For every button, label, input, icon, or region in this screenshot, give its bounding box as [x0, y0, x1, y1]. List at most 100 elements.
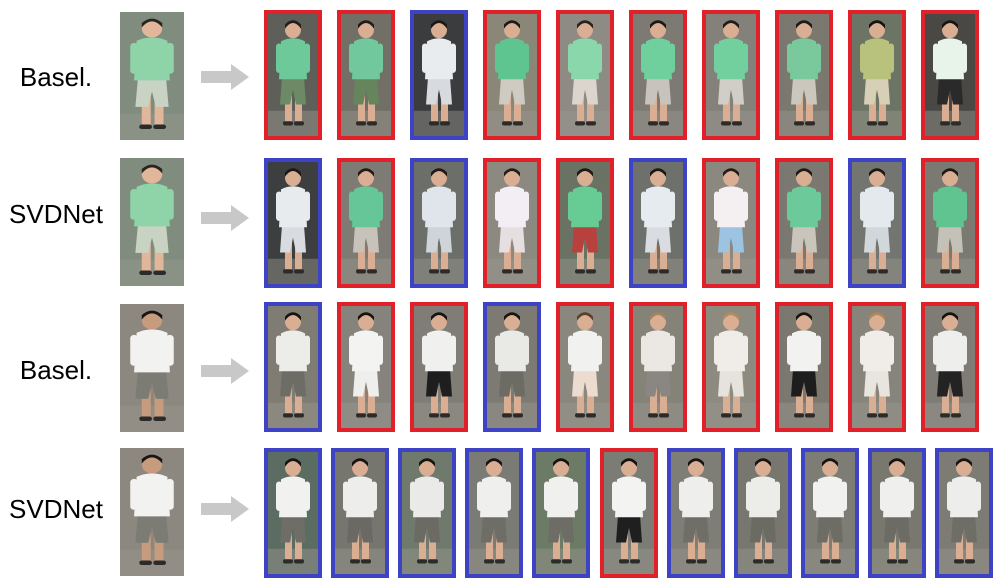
result-correct-match [264, 302, 322, 432]
pedestrian-image [560, 306, 610, 428]
result-wrong-match [556, 158, 614, 288]
result-wrong-match [337, 158, 395, 288]
pedestrian-image [268, 452, 318, 574]
result-correct-match [868, 448, 926, 578]
pedestrian-image [939, 452, 989, 574]
result-correct-match [331, 448, 389, 578]
query-image [120, 448, 184, 576]
result-wrong-match [629, 302, 687, 432]
result-correct-match [410, 10, 468, 140]
result-wrong-match [921, 302, 979, 432]
pedestrian-image [706, 14, 756, 136]
pedestrian-image [633, 306, 683, 428]
pedestrian-image [487, 162, 537, 284]
result-wrong-match [921, 10, 979, 140]
result-wrong-match [556, 302, 614, 432]
pedestrian-image [120, 304, 184, 432]
pedestrian-image [779, 14, 829, 136]
result-wrong-match [483, 158, 541, 288]
pedestrian-image [414, 162, 464, 284]
result-correct-match [734, 448, 792, 578]
query-image [120, 12, 184, 140]
result-correct-match [629, 158, 687, 288]
arrow-right-icon [201, 64, 249, 90]
result-wrong-match [702, 10, 760, 140]
arrow-right-icon [201, 496, 249, 522]
arrow-right-icon [201, 205, 249, 231]
result-correct-match [801, 448, 859, 578]
result-wrong-match [556, 10, 614, 140]
result-correct-match [848, 158, 906, 288]
result-correct-match [264, 448, 322, 578]
ranking-row: Basel. [0, 0, 993, 432]
pedestrian-image [414, 306, 464, 428]
pedestrian-image [268, 162, 318, 284]
arrow-right-icon [201, 358, 249, 384]
result-wrong-match [848, 302, 906, 432]
pedestrian-image [779, 306, 829, 428]
ranking-row: SVDNet [0, 0, 993, 288]
pedestrian-image [852, 162, 902, 284]
pedestrian-image [805, 452, 855, 574]
pedestrian-image [469, 452, 519, 574]
pedestrian-image [120, 12, 184, 140]
result-correct-match [398, 448, 456, 578]
pedestrian-image [706, 306, 756, 428]
pedestrian-image [671, 452, 721, 574]
method-label: Basel. [19, 355, 93, 385]
result-wrong-match [410, 302, 468, 432]
pedestrian-image [852, 14, 902, 136]
result-wrong-match [629, 10, 687, 140]
result-wrong-match [600, 448, 658, 578]
pedestrian-image [852, 306, 902, 428]
result-correct-match [264, 158, 322, 288]
ranking-row: Basel. [0, 0, 993, 140]
pedestrian-image [925, 306, 975, 428]
result-wrong-match [264, 10, 322, 140]
pedestrian-image [120, 448, 184, 576]
pedestrian-image [560, 162, 610, 284]
pedestrian-image [706, 162, 756, 284]
pedestrian-image [268, 14, 318, 136]
pedestrian-image [738, 452, 788, 574]
query-image [120, 158, 184, 286]
result-wrong-match [775, 10, 833, 140]
result-wrong-match [775, 158, 833, 288]
pedestrian-image [779, 162, 829, 284]
method-label: Basel. [19, 62, 93, 92]
result-wrong-match [702, 158, 760, 288]
pedestrian-image [872, 452, 922, 574]
result-correct-match [465, 448, 523, 578]
pedestrian-image [341, 14, 391, 136]
result-correct-match [483, 302, 541, 432]
result-wrong-match [775, 302, 833, 432]
result-correct-match [532, 448, 590, 578]
result-wrong-match [702, 302, 760, 432]
result-correct-match [935, 448, 993, 578]
result-correct-match [667, 448, 725, 578]
pedestrian-image [925, 162, 975, 284]
pedestrian-image [341, 306, 391, 428]
result-correct-match [410, 158, 468, 288]
pedestrian-image [487, 306, 537, 428]
result-wrong-match [483, 10, 541, 140]
pedestrian-image [604, 452, 654, 574]
pedestrian-image [341, 162, 391, 284]
pedestrian-image [414, 14, 464, 136]
pedestrian-image [120, 158, 184, 286]
result-wrong-match [848, 10, 906, 140]
result-wrong-match [337, 302, 395, 432]
pedestrian-image [402, 452, 452, 574]
method-label: SVDNet [9, 199, 103, 229]
result-wrong-match [921, 158, 979, 288]
pedestrian-image [536, 452, 586, 574]
pedestrian-image [487, 14, 537, 136]
pedestrian-image [268, 306, 318, 428]
pedestrian-image [925, 14, 975, 136]
method-label: SVDNet [9, 494, 103, 524]
query-image [120, 304, 184, 432]
pedestrian-image [560, 14, 610, 136]
pedestrian-image [335, 452, 385, 574]
pedestrian-image [633, 14, 683, 136]
